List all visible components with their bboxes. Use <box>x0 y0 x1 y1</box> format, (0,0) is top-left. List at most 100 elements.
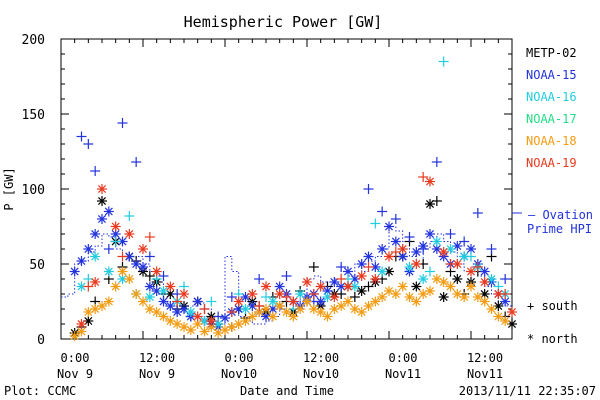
marker-stroke <box>337 301 346 311</box>
marker-stroke <box>173 319 182 329</box>
north-marker <box>240 316 251 326</box>
marker-stroke <box>371 297 380 306</box>
north-marker <box>233 296 244 307</box>
north-marker <box>370 274 381 284</box>
south-marker <box>110 236 121 247</box>
x-tick-label-date: Nov10 <box>303 367 339 381</box>
marker-stroke <box>138 262 148 272</box>
marker-stroke <box>384 252 394 261</box>
north-marker <box>274 301 285 311</box>
south-marker <box>445 259 456 269</box>
marker-stroke <box>125 229 134 239</box>
north-marker <box>103 206 114 217</box>
south-marker <box>438 56 449 67</box>
x-tick-label-time: 0:00 <box>389 351 418 365</box>
south-marker <box>117 251 128 262</box>
north-marker <box>445 281 456 292</box>
north-marker <box>370 262 381 272</box>
north-marker <box>479 296 490 307</box>
marker-stroke <box>70 267 79 276</box>
south-marker <box>199 304 210 314</box>
north-marker <box>267 311 278 322</box>
north-marker <box>438 247 449 257</box>
marker-stroke <box>179 322 189 332</box>
south-marker <box>500 274 511 284</box>
marker-stroke <box>186 307 195 317</box>
south-marker <box>144 251 155 262</box>
north-marker <box>466 266 476 277</box>
series-noaa-19-south <box>83 172 511 317</box>
north-marker <box>377 244 388 254</box>
north-marker <box>144 281 155 292</box>
north-marker <box>390 236 401 247</box>
north-marker <box>97 214 107 224</box>
marker-stroke <box>104 267 113 276</box>
marker-stroke <box>241 316 250 326</box>
marker-stroke <box>343 297 353 306</box>
marker-stroke <box>104 207 113 216</box>
south-marker <box>472 208 483 218</box>
marker-stroke <box>111 229 120 239</box>
marker-stroke <box>289 312 298 321</box>
marker-stroke <box>111 282 120 291</box>
south-marker <box>363 281 374 292</box>
north-marker <box>117 236 128 247</box>
south-marker <box>261 292 271 302</box>
north-marker <box>500 316 511 326</box>
north-marker <box>83 244 94 254</box>
north-marker <box>206 316 217 326</box>
north-marker <box>452 274 463 284</box>
south-marker <box>425 266 435 277</box>
marker-stroke <box>323 292 332 302</box>
marker-stroke <box>316 297 325 306</box>
marker-stroke <box>460 292 469 302</box>
marker-stroke <box>77 327 86 336</box>
north-marker <box>165 281 176 292</box>
south-marker <box>83 139 94 149</box>
marker-stroke <box>91 229 100 239</box>
north-marker <box>144 304 155 314</box>
north-marker <box>445 244 456 254</box>
marker-stroke <box>378 244 387 254</box>
marker-stroke <box>432 237 441 246</box>
marker-stroke <box>507 319 517 329</box>
data-points <box>69 56 517 341</box>
marker-stroke <box>302 297 312 306</box>
marker-stroke <box>138 297 148 306</box>
south-marker <box>486 244 497 254</box>
series-noaa-19-north <box>76 176 517 329</box>
south-marker <box>459 236 470 247</box>
north-marker <box>69 266 80 277</box>
north-marker <box>158 296 169 307</box>
north-marker <box>343 296 353 307</box>
south-marker <box>445 229 456 239</box>
legend-item: METP-02 <box>526 46 577 60</box>
north-marker <box>363 301 374 311</box>
south-marker <box>254 301 265 311</box>
marker-stroke <box>145 282 154 291</box>
north-marker <box>220 313 230 323</box>
marker-stroke <box>275 289 284 299</box>
south-marker <box>172 296 183 307</box>
north-marker <box>479 266 490 277</box>
north-marker <box>76 256 87 266</box>
north-marker <box>356 271 367 281</box>
south-marker <box>226 307 237 317</box>
north-marker <box>411 259 422 269</box>
south-marker <box>418 172 429 182</box>
marker-stroke <box>193 319 202 329</box>
marker-stroke <box>152 286 161 296</box>
north-marker <box>151 266 162 277</box>
marker-stroke <box>480 297 489 306</box>
series-noaa-18-north <box>69 266 511 341</box>
marker-stroke <box>302 277 312 287</box>
marker-stroke <box>118 237 127 246</box>
marker-stroke <box>316 307 325 317</box>
x-axis-label: Date and Time <box>240 384 334 398</box>
marker-stroke <box>364 252 373 261</box>
marker-stroke <box>111 222 120 231</box>
marker-stroke <box>466 282 476 291</box>
north-marker <box>199 326 210 337</box>
south-marker-label: + south <box>527 299 578 313</box>
marker-stroke <box>84 244 93 254</box>
